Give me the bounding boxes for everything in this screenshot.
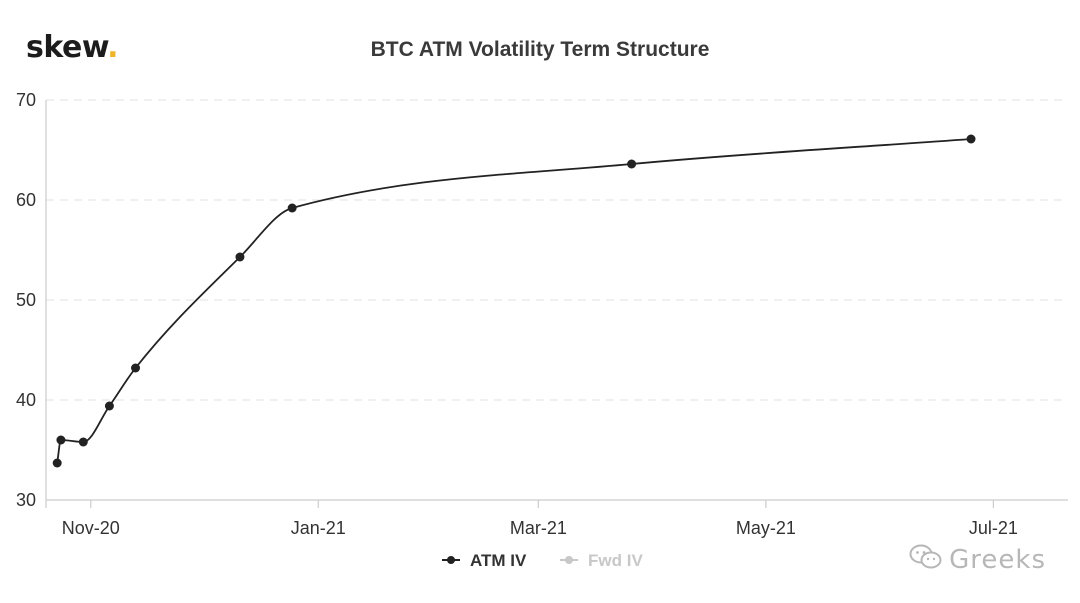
- watermark-text: Greeks: [949, 545, 1046, 575]
- atm-iv-point: [52, 458, 62, 468]
- atm-iv-point: [627, 159, 637, 169]
- logo-dot: .: [107, 30, 119, 65]
- series-layer: [52, 134, 976, 468]
- x-tick-label: Jul-21: [969, 518, 1018, 538]
- grid-lines: [46, 99, 1068, 401]
- x-tick-label: Nov-20: [62, 518, 120, 538]
- legend-item[interactable]: ATM IV: [442, 551, 527, 570]
- y-tick-label: 30: [16, 490, 36, 510]
- y-tick-label: 40: [16, 390, 36, 410]
- legend-marker: [565, 556, 573, 564]
- atm-iv-point: [235, 252, 245, 262]
- atm-iv-point: [287, 203, 297, 213]
- legend: ATM IV Fwd IV: [442, 551, 643, 570]
- atm-iv-line: [56, 138, 972, 464]
- watermark: Greeks: [909, 544, 1046, 577]
- atm-iv-point: [56, 435, 66, 445]
- legend-label: ATM IV: [470, 551, 527, 570]
- atm-iv-point: [966, 134, 976, 144]
- atm-iv-point: [104, 401, 114, 411]
- logo-text: skew: [26, 30, 108, 65]
- legend-label: Fwd IV: [588, 551, 643, 570]
- atm-iv-point: [131, 363, 141, 373]
- skew-logo: skew.: [26, 30, 119, 65]
- legend-item[interactable]: Fwd IV: [560, 551, 643, 570]
- y-tick-label: 60: [16, 190, 36, 210]
- axes: 30 40 50 60 70 Nov-20 Jan-21 Mar-21 May-21 Jul-21: [16, 90, 1068, 538]
- x-tick-label: May-21: [736, 518, 796, 538]
- legend-marker: [447, 556, 455, 564]
- y-tick-label: 50: [16, 290, 36, 310]
- y-tick-label: 70: [16, 90, 36, 110]
- x-tick-label: Jan-21: [291, 518, 346, 538]
- chart-title: BTC ATM Volatility Term Structure: [370, 38, 710, 61]
- wechat-icon: [909, 544, 943, 577]
- atm-iv-point: [78, 437, 88, 447]
- x-tick-label: Mar-21: [510, 518, 567, 538]
